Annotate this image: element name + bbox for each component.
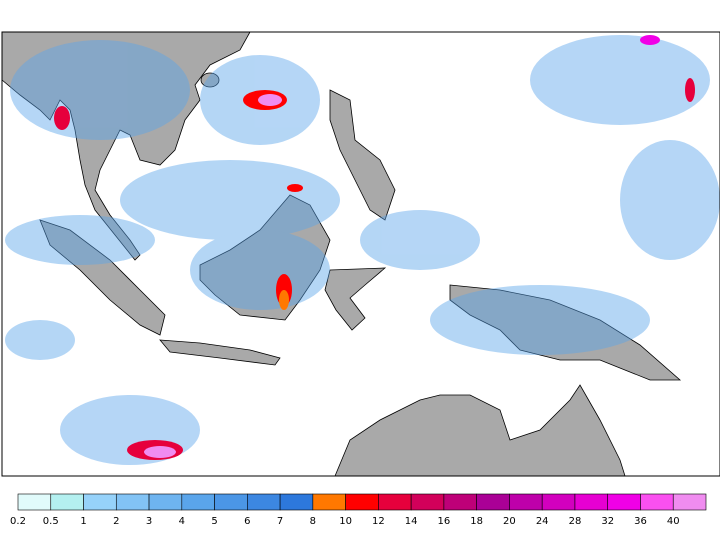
colorbar-swatch bbox=[476, 493, 510, 511]
colorbar-swatch bbox=[345, 493, 379, 511]
colorbar-swatch bbox=[312, 493, 346, 511]
colorbar-swatch bbox=[607, 493, 641, 511]
colorbar-label: 28 bbox=[569, 516, 582, 527]
colorbar-label: 6 bbox=[244, 516, 250, 527]
colorbar-swatch bbox=[214, 493, 248, 511]
colorbar-label: 4 bbox=[179, 516, 185, 527]
colorbar-swatch bbox=[279, 493, 314, 511]
colorbar-label: 16 bbox=[438, 516, 451, 527]
colorbar-label: 12 bbox=[372, 516, 385, 527]
colorbar-label: 14 bbox=[405, 516, 418, 527]
colorbar-label: 3 bbox=[146, 516, 152, 527]
colorbar: 0.2 0.5 1 2 3 4 5 6 7 8 10 12 14 16 18 20 24 28 32 36 40 bbox=[10, 493, 707, 527]
colorbar-label: 0.5 bbox=[43, 516, 59, 527]
colorbar-label: 18 bbox=[470, 516, 483, 527]
colorbar-swatch bbox=[410, 493, 445, 511]
colorbar-swatch bbox=[541, 493, 576, 511]
colorbar-swatch bbox=[247, 493, 281, 511]
colorbar-swatch bbox=[640, 493, 674, 511]
colorbar-swatch bbox=[509, 493, 543, 511]
colorbar-label: 20 bbox=[503, 516, 516, 527]
colorbar-swatch bbox=[181, 493, 215, 511]
map-frame bbox=[1, 31, 720, 477]
colorbar-swatch bbox=[574, 493, 609, 511]
colorbar-swatch bbox=[115, 493, 150, 511]
colorbar-swatch bbox=[148, 493, 183, 511]
colorbar-swatch bbox=[17, 493, 52, 511]
colorbar-label: 32 bbox=[601, 516, 614, 527]
heavy-rain bbox=[54, 35, 695, 460]
colorbar-swatch bbox=[672, 493, 707, 511]
colorbar-label: 5 bbox=[211, 516, 217, 527]
colorbar-label: 10 bbox=[339, 516, 352, 527]
colorbar-label: 1 bbox=[80, 516, 86, 527]
colorbar-swatch bbox=[50, 493, 84, 511]
land bbox=[1, 31, 682, 477]
map bbox=[1, 31, 720, 477]
colorbar-swatch bbox=[83, 493, 117, 511]
colorbar-label: 0.2 bbox=[10, 516, 26, 527]
colorbar-label: 2 bbox=[113, 516, 119, 527]
colorbar-swatch bbox=[378, 493, 412, 511]
colorbar-label: 36 bbox=[634, 516, 647, 527]
colorbar-label: 24 bbox=[536, 516, 549, 527]
colorbar-label: 8 bbox=[310, 516, 316, 527]
colorbar-label: 40 bbox=[667, 516, 680, 527]
colorbar-swatch bbox=[443, 493, 477, 511]
colorbar-label: 7 bbox=[277, 516, 283, 527]
